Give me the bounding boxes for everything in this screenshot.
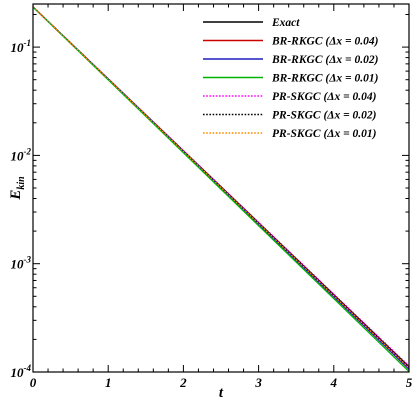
y-tick-label-3: 10-4 <box>11 363 32 380</box>
ticks-layer: 0 1 2 3 4 5 10-1 10-2 10-3 10-4 <box>11 4 413 390</box>
series-layer <box>33 6 409 372</box>
x-tick-label-3: 3 <box>254 375 262 390</box>
legend: Exact BR-RKGC (Δx = 0.04) BR-RKGC (Δx = 0.… <box>203 17 379 140</box>
x-tick-label-0: 0 <box>30 375 37 390</box>
legend-label-6: PR-SKGC (Δx = 0.01) <box>272 128 377 140</box>
x-tick-label-4: 4 <box>330 375 338 390</box>
legend-label-3: BR-RKGC (Δx = 0.01) <box>271 73 379 85</box>
x-axis-label: t <box>219 385 224 401</box>
y-axis-label-sub: kin <box>16 176 27 190</box>
legend-label-1: BR-RKGC (Δx = 0.04) <box>271 36 379 48</box>
x-tick-label-5: 5 <box>406 375 413 390</box>
series-line-6 <box>33 6 409 369</box>
y-tick-label-1: 10-2 <box>11 146 32 163</box>
x-tick-label-2: 2 <box>179 375 187 390</box>
y-axis-label: Ekin <box>8 176 27 201</box>
y-tick-label-2: 10-3 <box>11 255 32 272</box>
legend-label-4: PR-SKGC (Δx = 0.04) <box>272 91 377 103</box>
legend-label-0: Exact <box>271 17 300 29</box>
y-tick-label-0: 10-1 <box>11 38 32 55</box>
legend-label-5: PR-SKGC (Δx = 0.02) <box>272 110 377 122</box>
x-tick-label-1: 1 <box>105 375 112 390</box>
y-axis-label-main: E <box>8 190 24 201</box>
legend-label-2: BR-RKGC (Δx = 0.02) <box>271 54 379 66</box>
